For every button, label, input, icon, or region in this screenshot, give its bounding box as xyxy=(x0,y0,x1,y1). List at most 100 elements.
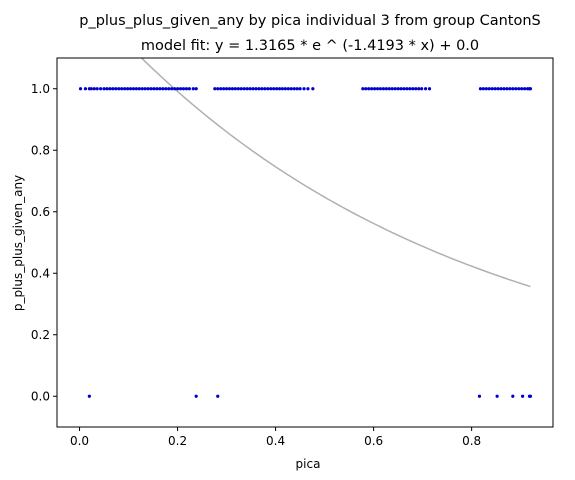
data-point xyxy=(263,87,267,91)
data-point xyxy=(414,87,418,91)
data-point xyxy=(266,87,270,91)
data-point xyxy=(257,87,261,91)
data-point xyxy=(254,87,258,91)
data-point xyxy=(224,87,229,91)
data-point xyxy=(167,87,171,91)
x-tick-label: 0.2 xyxy=(168,434,187,448)
data-point xyxy=(131,87,136,91)
data-point xyxy=(146,87,150,91)
data-point xyxy=(251,87,255,91)
data-point xyxy=(102,87,106,91)
data-point xyxy=(134,87,138,91)
data-point xyxy=(111,87,115,91)
data-point xyxy=(164,87,168,91)
x-axis-label: pica xyxy=(296,457,321,471)
data-point xyxy=(511,87,515,91)
data-point xyxy=(508,87,512,91)
data-point xyxy=(222,87,226,91)
data-point xyxy=(140,87,144,91)
data-point xyxy=(370,87,374,91)
data-point xyxy=(502,87,506,91)
data-point xyxy=(423,87,428,91)
data-point xyxy=(128,87,133,91)
data-point xyxy=(260,87,264,91)
data-point xyxy=(155,87,159,91)
data-point xyxy=(152,87,156,91)
x-tick-label: 0.4 xyxy=(266,434,285,448)
data-point xyxy=(181,87,186,91)
chart-subtitle: model fit: y = 1.3165 * e ^ (-1.4193 * x… xyxy=(141,38,479,54)
data-point xyxy=(149,87,153,91)
data-point xyxy=(83,87,88,91)
data-point xyxy=(384,87,388,91)
data-point xyxy=(277,87,282,91)
data-point xyxy=(95,87,99,91)
data-point xyxy=(528,87,533,91)
data-point xyxy=(248,87,252,91)
data-point xyxy=(487,87,491,91)
fit-curve xyxy=(140,58,531,288)
data-point xyxy=(373,87,377,91)
data-point xyxy=(493,87,497,91)
y-tick-label: 0.2 xyxy=(31,328,50,342)
data-point xyxy=(137,87,141,91)
data-point xyxy=(520,87,524,91)
data-point xyxy=(417,87,421,91)
data-point xyxy=(283,87,287,91)
data-point xyxy=(269,87,273,91)
data-point xyxy=(120,87,124,91)
data-point xyxy=(216,87,220,91)
y-tick-label: 0.0 xyxy=(31,389,50,403)
data-point xyxy=(396,87,400,91)
data-point xyxy=(367,87,371,91)
data-point xyxy=(411,87,415,91)
data-point xyxy=(481,87,485,91)
data-point xyxy=(393,87,397,91)
data-point xyxy=(236,87,240,91)
y-axis: 0.0 0.2 0.4 0.6 0.8 1.0 xyxy=(31,82,57,403)
data-point xyxy=(521,394,525,398)
x-tick-label: 0.8 xyxy=(462,434,481,448)
x-tick-label: 0.0 xyxy=(70,434,89,448)
plot-frame xyxy=(56,57,554,428)
data-point xyxy=(499,87,503,91)
data-point xyxy=(420,87,424,91)
y-tick-label: 0.6 xyxy=(31,205,50,219)
data-point xyxy=(295,87,299,91)
data-point xyxy=(408,87,412,91)
data-point xyxy=(302,87,306,91)
data-point xyxy=(496,87,500,91)
data-point xyxy=(230,87,235,91)
y-tick-label: 0.8 xyxy=(31,143,50,157)
data-point xyxy=(161,87,165,91)
data-point xyxy=(311,87,315,91)
data-point xyxy=(292,87,296,91)
data-point xyxy=(364,87,368,91)
data-point xyxy=(375,87,380,91)
data-point xyxy=(191,87,195,91)
data-point xyxy=(143,87,147,91)
data-point xyxy=(123,87,127,91)
data-point xyxy=(239,87,243,91)
data-point xyxy=(108,87,112,91)
data-point xyxy=(274,87,279,91)
data-point xyxy=(272,87,276,91)
data-point xyxy=(213,87,217,91)
data-point xyxy=(245,87,249,91)
data-point xyxy=(478,87,483,91)
x-tick-label: 0.6 xyxy=(364,434,383,448)
data-point xyxy=(216,394,220,398)
data-point xyxy=(105,87,109,91)
data-point xyxy=(289,87,293,91)
data-point xyxy=(495,394,499,398)
data-point xyxy=(402,87,406,91)
data-point xyxy=(227,87,232,91)
data-point xyxy=(490,87,494,91)
data-point xyxy=(361,87,365,91)
data-point xyxy=(175,87,180,91)
data-point xyxy=(306,87,310,91)
data-point xyxy=(114,87,118,91)
data-point xyxy=(170,87,174,91)
data-point xyxy=(387,87,391,91)
